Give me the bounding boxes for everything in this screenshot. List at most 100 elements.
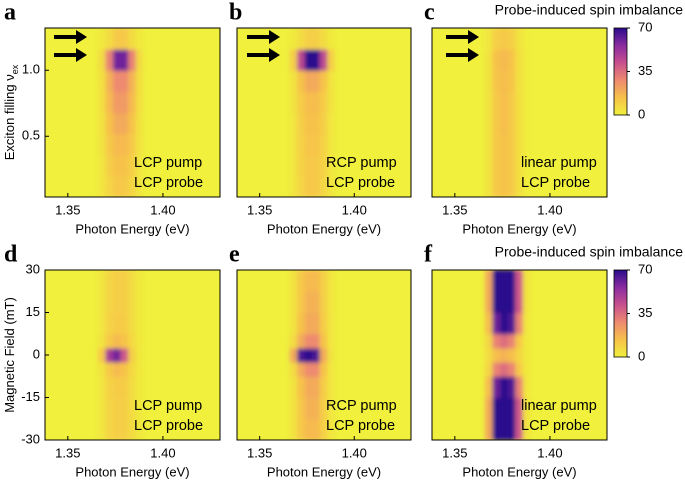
heatmap-cell — [327, 375, 336, 398]
heatmap-cell — [289, 347, 299, 363]
y-axis-title-main: Exciton filling ν — [2, 74, 17, 160]
heatmap-cell — [120, 270, 130, 292]
heatmap-cell — [432, 290, 486, 313]
heatmap-cell — [515, 154, 524, 177]
heatmap-cell — [135, 175, 145, 197]
heatmap-cell — [97, 48, 107, 71]
heatmap-cells — [237, 270, 411, 440]
heatmap-cell — [289, 112, 299, 135]
heatmap-cell — [507, 333, 517, 349]
heatmap-cell — [45, 418, 99, 440]
heatmap-cell — [319, 312, 329, 335]
heatmap-cells — [45, 28, 220, 197]
heatmap-cell — [237, 154, 291, 177]
heatmap-cell — [297, 397, 306, 420]
heatmap-cell — [312, 154, 321, 177]
heatmap-cell — [319, 133, 329, 156]
heatmap-cell — [289, 270, 299, 292]
heatmap-cell — [334, 347, 411, 363]
heatmap-cell — [507, 375, 517, 398]
y-axis-title: Exciton filling νex — [2, 64, 20, 160]
heatmap-cell — [304, 48, 314, 71]
heatmap-cell — [515, 48, 524, 71]
heatmap-cell — [120, 90, 130, 113]
heatmap-cell — [530, 347, 607, 363]
heatmap-cell — [143, 375, 220, 398]
heatmap-cell — [530, 375, 607, 398]
heatmap-cell — [312, 112, 321, 135]
heatmap-cell — [105, 154, 114, 177]
annotation: LCP probe — [326, 418, 395, 434]
heatmap-cell — [499, 28, 509, 50]
heatmap-cell — [432, 175, 486, 197]
panel-letter: d — [4, 242, 18, 268]
heatmap-cell — [297, 133, 306, 156]
heatmap-cell — [143, 175, 220, 197]
heatmap-cell — [522, 361, 532, 377]
heatmap-cell — [120, 112, 130, 135]
x-tick-label: 1.40 — [342, 202, 367, 217]
heatmap-cell — [45, 361, 99, 377]
heatmap-cell — [97, 154, 107, 177]
heatmap-cell — [507, 112, 517, 135]
heatmap-cell — [432, 112, 486, 135]
heatmap-cell — [237, 397, 291, 420]
heatmap-cell — [319, 175, 329, 197]
heatmap-cell — [297, 290, 306, 313]
heatmap-cell — [530, 112, 607, 135]
heatmap-cell — [304, 418, 314, 440]
x-axis-title: Photon Energy (eV) — [267, 464, 381, 479]
heatmap-cell — [522, 375, 532, 398]
heatmap-cell — [128, 270, 137, 292]
heatmap-cell — [522, 133, 532, 156]
heatmap-cell — [105, 133, 114, 156]
heatmap-cell — [112, 397, 122, 420]
heatmap-cell — [143, 270, 220, 292]
heatmap-cell — [522, 28, 532, 50]
heatmap-cell — [327, 290, 336, 313]
heatmap-cell — [105, 112, 114, 135]
plot-frame — [431, 269, 608, 441]
heatmap-cell — [135, 347, 145, 363]
colorbar-tick-label: 0 — [638, 348, 645, 363]
heatmap-cell — [120, 347, 130, 363]
heatmap-cell — [334, 312, 411, 335]
heatmap-cell — [484, 312, 494, 335]
x-tick-label: 1.40 — [150, 202, 175, 217]
heatmap-cell — [312, 290, 321, 313]
heatmap-cell — [128, 112, 137, 135]
heatmap-cell — [128, 347, 137, 363]
heatmap-cell — [143, 48, 220, 71]
heatmap-cell — [97, 375, 107, 398]
heatmap-cell — [135, 270, 145, 292]
heatmap-cell — [530, 270, 607, 292]
heatmap-cell — [45, 290, 99, 313]
heatmap-cell — [334, 333, 411, 349]
heatmap-cells — [237, 28, 411, 197]
heatmap-cell — [97, 361, 107, 377]
heatmap-cell — [319, 397, 329, 420]
heatmap — [237, 270, 411, 440]
colorbar — [613, 269, 628, 358]
y-axis-title-main: Magnetic Field (mT) — [2, 297, 17, 413]
x-tick-label: 1.35 — [247, 202, 272, 217]
heatmap-cell — [143, 312, 220, 335]
heatmap-cell — [334, 361, 411, 377]
heatmap-cell — [492, 90, 501, 113]
heatmap-cell — [97, 175, 107, 197]
heatmap-cell — [237, 347, 291, 363]
heatmap-cell — [522, 333, 532, 349]
heatmap-cell — [530, 48, 607, 71]
y-axis-title: Magnetic Field (mT) — [2, 297, 17, 413]
heatmap-cell — [143, 28, 220, 50]
heatmap-cell — [112, 347, 122, 363]
heatmap-cell — [319, 154, 329, 177]
heatmap-cell — [105, 90, 114, 113]
heatmap-cell — [237, 361, 291, 377]
heatmap-cell — [135, 361, 145, 377]
heatmap-cell — [143, 290, 220, 313]
heatmap-cell — [112, 112, 122, 135]
heatmap-cell — [522, 69, 532, 92]
heatmap-cell — [143, 333, 220, 349]
